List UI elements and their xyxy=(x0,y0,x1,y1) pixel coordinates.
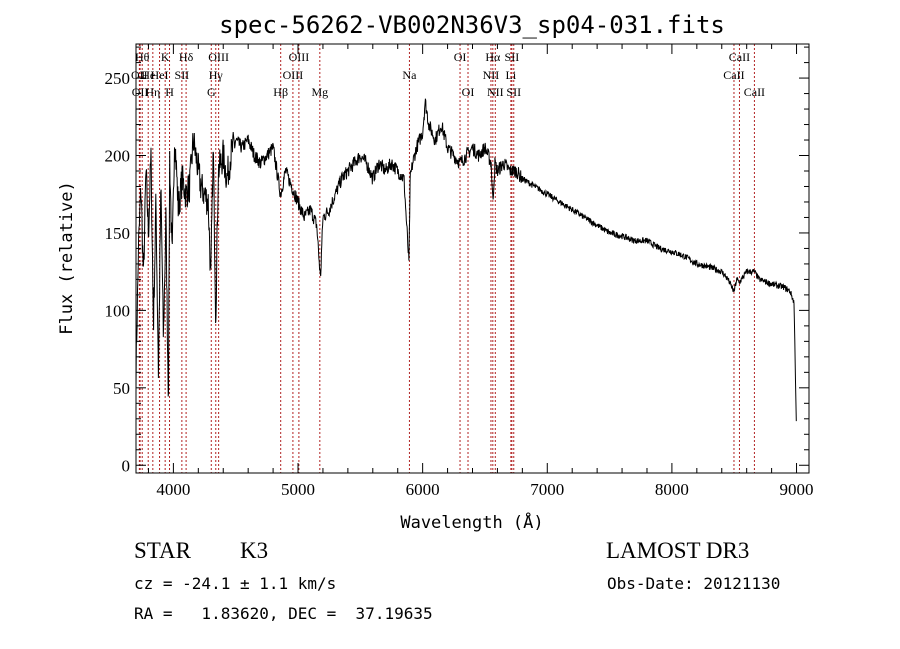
x-tick-label-7000: 7000 xyxy=(530,480,564,499)
line-labels: HθOIIOIIHeHηHeIKHSIIHδGHγOIIIHβOIIIOIIIM… xyxy=(131,50,765,99)
x-axis: 4000 5000 6000 7000 8000 9000 xyxy=(147,44,814,499)
line-label-h: H xyxy=(165,85,174,99)
line-label-caii: CaII xyxy=(729,50,750,64)
line-label-hγ: Hγ xyxy=(209,68,224,82)
y-axis-label: Flux (relative) xyxy=(57,181,77,335)
line-label-oi: OI xyxy=(462,85,475,99)
line-label-sii: SII xyxy=(505,50,520,64)
line-label-hδ: Hδ xyxy=(179,50,194,64)
class-label: STAR xyxy=(134,538,191,563)
line-label-sii: SII xyxy=(506,85,521,99)
line-label-nii: NII xyxy=(487,85,504,99)
x-axis-label: Wavelength (Å) xyxy=(400,511,543,533)
line-label-oiii: OIII xyxy=(289,50,310,64)
line-label-oiii: OIII xyxy=(283,68,304,82)
x-tick-label-8000: 8000 xyxy=(655,480,689,499)
x-tick-label-9000: 9000 xyxy=(780,480,814,499)
line-label-caii: CaII xyxy=(723,68,744,82)
line-label-g: G xyxy=(207,85,216,99)
line-label-sii: SII xyxy=(175,68,190,82)
survey-label: LAMOST DR3 xyxy=(606,538,750,563)
line-label-mg: Mg xyxy=(311,85,328,99)
x-tick-label-5000: 5000 xyxy=(281,480,315,499)
coordinates-readout: RA = 1.83620, DEC = 37.19635 xyxy=(134,604,433,623)
plot-frame xyxy=(135,43,810,474)
line-label-k: K xyxy=(161,50,170,64)
line-label-hθ: Hθ xyxy=(135,50,150,64)
y-axis: 0 50 100 150 200 250 xyxy=(105,46,809,475)
cz-readout: cz = -24.1 ± 1.1 km/s xyxy=(134,574,337,593)
obs-date: Obs-Date: 20121130 xyxy=(607,574,781,593)
line-label-oiii: OIII xyxy=(208,50,229,64)
x-tick-label-4000: 4000 xyxy=(156,480,190,499)
line-label-hη: Hη xyxy=(145,85,160,99)
line-label-hβ: Hβ xyxy=(273,85,288,99)
spectrum-line xyxy=(135,98,797,422)
chart-title: spec-56262-VB002N36V3_sp04-031.fits xyxy=(219,11,725,39)
line-label-hα: Hα xyxy=(485,50,501,64)
y-tick-label-200: 200 xyxy=(105,147,131,166)
y-tick-label-100: 100 xyxy=(105,301,131,320)
line-label-caii: CaII xyxy=(744,85,765,99)
line-label-na: Na xyxy=(402,68,417,82)
x-tick-label-6000: 6000 xyxy=(406,480,440,499)
y-tick-label-50: 50 xyxy=(113,379,130,398)
line-label-li: Li xyxy=(506,68,517,82)
y-tick-label-150: 150 xyxy=(105,224,131,243)
y-tick-label-250: 250 xyxy=(105,69,131,88)
line-markers xyxy=(138,44,755,473)
line-label-oi: OI xyxy=(454,50,467,64)
line-label-hei: HeI xyxy=(151,68,169,82)
line-label-nii: NII xyxy=(483,68,500,82)
subclass-label: K3 xyxy=(240,538,269,563)
y-tick-label-0: 0 xyxy=(122,456,131,475)
